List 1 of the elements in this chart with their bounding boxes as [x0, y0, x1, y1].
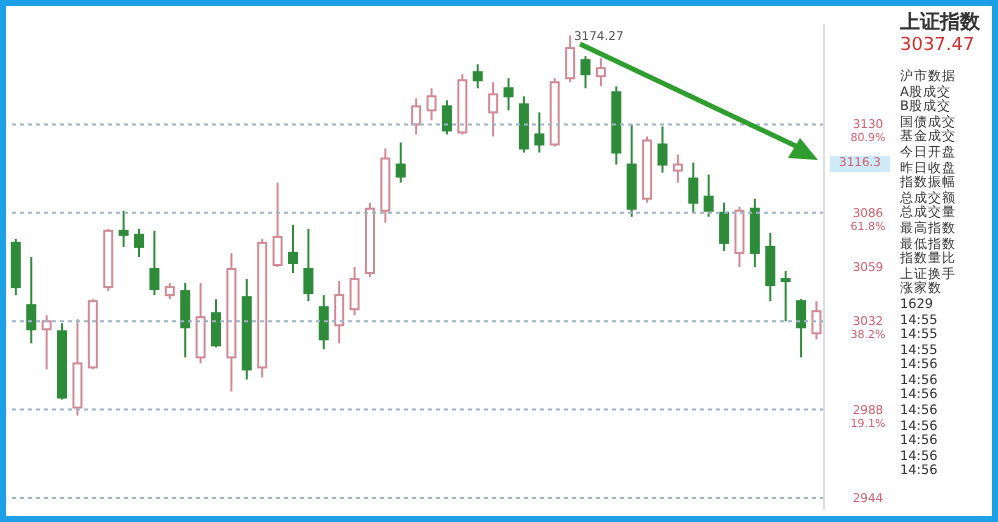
text: 3037.47 [900, 36, 977, 58]
